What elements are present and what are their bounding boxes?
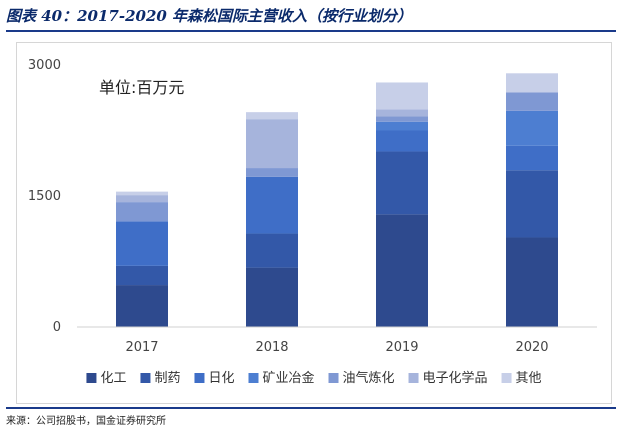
legend-label: 矿业冶金 [262, 370, 314, 386]
x-tick-label: 2017 [125, 340, 158, 355]
bar-segment [246, 168, 298, 177]
bar-segment [506, 110, 558, 146]
y-tick-label: 1500 [28, 189, 61, 204]
y-tick-label: 0 [53, 320, 61, 335]
bar-segment [376, 130, 428, 152]
legend-item: 制药 [140, 371, 180, 386]
stacked-bar-chart: 单位:百万元 0 1500 3000 2017 2018 2019 2020 化工 制药 日化… [28, 58, 597, 386]
legend-item: 化工 [86, 371, 126, 386]
bar-segment [116, 285, 168, 327]
y-axis: 0 1500 3000 [28, 58, 61, 335]
legend-item: 油气炼化 [328, 370, 395, 386]
legend-item: 矿业冶金 [248, 370, 315, 386]
bar-segment [506, 92, 558, 111]
bar-segment [376, 116, 428, 122]
legend-swatch [328, 373, 339, 383]
legend-label: 其他 [516, 371, 542, 386]
bar-segment [506, 237, 558, 327]
x-tick-label: 2019 [385, 340, 418, 355]
bar-segment [116, 221, 168, 266]
bar-segment [376, 151, 428, 215]
legend-label: 制药 [154, 371, 180, 386]
legend-swatch [140, 373, 151, 383]
legend-swatch [194, 373, 205, 383]
bar-segment [376, 82, 428, 110]
legend-swatch [501, 373, 512, 383]
legend-swatch [248, 373, 259, 383]
bar-segment [376, 109, 428, 117]
unit-label: 单位:百万元 [99, 78, 184, 97]
legend-label: 日化 [208, 371, 234, 386]
bar-segment [116, 191, 168, 196]
bar-segment [376, 121, 428, 131]
legend-label: 油气炼化 [343, 370, 395, 386]
bar-segment [116, 195, 168, 203]
legend-swatch [86, 373, 97, 383]
bar-segment [376, 214, 428, 327]
legend-swatch [408, 373, 419, 383]
x-tick-label: 2020 [515, 340, 548, 355]
bar-segment [246, 267, 298, 327]
bars-layer [116, 73, 558, 327]
legend-item: 其他 [501, 371, 542, 386]
bar-segment [506, 170, 558, 238]
bar-segment [506, 73, 558, 93]
y-tick-label: 3000 [28, 58, 61, 73]
figure-title: 图表 40：2017-2020 年森松国际主营收入（按行业划分） [6, 2, 616, 32]
legend-item: 电子化学品 [408, 370, 488, 386]
source-note: 来源：公司招股书，国金证券研究所 [6, 407, 616, 427]
bar-segment [506, 145, 558, 171]
legend-label: 电子化学品 [423, 370, 488, 386]
bar-segment [246, 112, 298, 120]
x-tick-label: 2018 [255, 340, 288, 355]
bar-segment [246, 119, 298, 169]
legend-item: 日化 [194, 371, 234, 386]
bar-segment [246, 233, 298, 268]
chart-frame: 单位:百万元 0 1500 3000 2017 2018 2019 2020 化工 制药 日化… [16, 42, 612, 404]
legend: 化工 制药 日化 矿业冶金 油气炼化 电子化学品 其他 [86, 370, 542, 386]
x-axis: 2017 2018 2019 2020 [77, 326, 597, 355]
bar-segment [116, 265, 168, 286]
bar-segment [246, 176, 298, 234]
bar-segment [116, 202, 168, 222]
legend-label: 化工 [100, 371, 126, 386]
